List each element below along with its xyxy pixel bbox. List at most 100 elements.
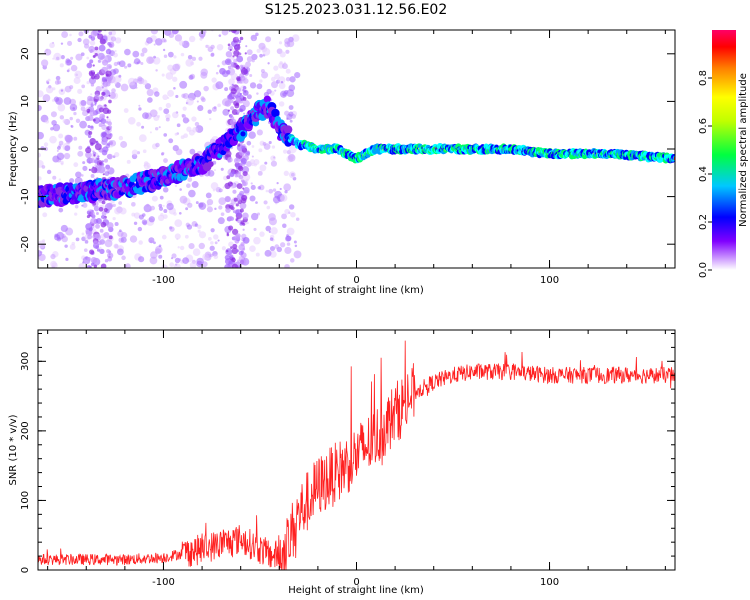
heatmap-speckle <box>198 202 207 210</box>
heatmap-speckle <box>186 126 192 132</box>
heatmap-speckle <box>153 43 156 46</box>
heatmap-speckle <box>133 221 138 225</box>
heatmap-speckle <box>136 121 141 127</box>
heatmap-speckle <box>265 225 272 232</box>
heatmap-speckle <box>132 50 140 58</box>
heatmap-speckle <box>285 76 291 82</box>
heatmap-speckle <box>230 30 237 34</box>
heatmap-speckle <box>217 217 225 225</box>
heatmap-speckle <box>90 93 93 96</box>
heatmap-speckle <box>89 96 94 102</box>
heatmap-speckle <box>171 30 179 35</box>
heatmap-speckle <box>94 93 100 100</box>
heatmap-speckle <box>226 175 231 180</box>
heatmap-speckle <box>108 125 113 130</box>
heatmap-speckle <box>66 69 70 73</box>
heatmap-speckle <box>119 207 127 215</box>
heatmap-speckle <box>140 52 145 57</box>
x-tick-label: 100 <box>540 275 559 286</box>
heatmap-speckle <box>251 155 254 158</box>
heatmap-speckle <box>178 211 182 215</box>
heatmap-speckle <box>152 56 161 65</box>
colorbar-tick-label: 0.0 <box>698 262 709 278</box>
heatmap-speckle <box>155 38 163 46</box>
heatmap-speckle <box>151 195 158 202</box>
heatmap-speckle <box>140 62 144 66</box>
heatmap-speckle <box>232 228 239 235</box>
heatmap-speckle <box>58 178 62 181</box>
heatmap-speckle <box>69 116 73 121</box>
heatmap-speckle <box>282 149 288 154</box>
heatmap-speckle <box>104 239 113 248</box>
heatmap-speckle <box>284 110 290 116</box>
heatmap-speckle <box>224 195 231 203</box>
heatmap-speckle <box>286 117 289 121</box>
heatmap-speckle <box>146 165 150 168</box>
heatmap-speckle <box>226 249 229 253</box>
heatmap-speckle <box>72 107 76 110</box>
heatmap-speckle <box>101 124 107 131</box>
heatmap-speckle <box>235 97 241 103</box>
heatmap-speckle <box>89 49 93 54</box>
heatmap-speckle <box>205 192 212 199</box>
heatmap-speckle <box>286 234 289 237</box>
heatmap-speckle <box>131 149 139 156</box>
heatmap-speckle <box>86 210 92 215</box>
heatmap-speckle <box>242 96 247 101</box>
heatmap-speckle <box>57 146 61 150</box>
heatmap-speckle <box>227 94 234 100</box>
colorbar-tick-label: 0.4 <box>698 166 709 182</box>
heatmap-speckle <box>61 234 66 239</box>
heatmap-speckle <box>237 143 241 147</box>
heatmap-speckle <box>197 224 202 230</box>
heatmap-speckle <box>62 118 67 124</box>
heatmap-speckle <box>231 263 239 268</box>
heatmap-speckle <box>64 145 71 152</box>
heatmap-speckle <box>92 118 96 122</box>
heatmap-speckle <box>146 56 154 65</box>
heatmap-speckle <box>258 148 263 153</box>
heatmap-speckle <box>218 197 227 205</box>
heatmap-speckle <box>131 202 136 207</box>
heatmap-speckle <box>226 233 230 237</box>
heatmap-speckle <box>250 182 253 185</box>
heatmap-speckle <box>235 36 239 40</box>
heatmap-speckle <box>270 155 276 161</box>
heatmap-speckle <box>178 258 182 262</box>
heatmap-speckle <box>231 108 238 115</box>
heatmap-speckle <box>98 123 103 127</box>
heatmap-speckle <box>133 58 141 65</box>
heatmap-speckle <box>188 189 196 198</box>
heatmap-speckle <box>107 121 112 126</box>
heatmap-speckle <box>113 68 119 75</box>
heatmap-speckle <box>131 212 136 217</box>
heatmap-speckle <box>70 56 74 60</box>
heatmap-speckle <box>114 222 119 227</box>
heatmap-speckle <box>154 248 161 255</box>
heatmap-speckle <box>162 48 166 52</box>
heatmap-speckle <box>52 87 56 91</box>
heatmap-speckle <box>45 119 49 124</box>
heatmap-speckle <box>295 217 300 222</box>
heatmap-speckle <box>245 178 249 182</box>
heatmap-speckle <box>225 70 231 75</box>
heatmap-speckle <box>210 182 219 190</box>
heatmap-speckle <box>235 46 238 49</box>
heatmap-speckle <box>56 149 59 152</box>
heatmap-speckle <box>224 182 231 190</box>
x-tick-label: 100 <box>540 577 559 588</box>
heatmap-speckle <box>117 230 124 237</box>
heatmap-speckle <box>118 135 124 141</box>
heatmap-speckle <box>242 181 247 186</box>
heatmap-speckle <box>79 120 87 129</box>
heatmap-speckle <box>224 58 232 66</box>
heatmap-speckle <box>73 136 78 141</box>
heatmap-speckle <box>97 33 104 40</box>
heatmap-speckle <box>90 30 98 37</box>
heatmap-speckle <box>78 31 84 37</box>
heatmap-speckle <box>237 219 242 224</box>
heatmap-speckle <box>161 234 167 240</box>
heatmap-speckle <box>264 249 272 257</box>
heatmap-speckle <box>253 158 260 165</box>
heatmap-speckle <box>50 111 57 118</box>
